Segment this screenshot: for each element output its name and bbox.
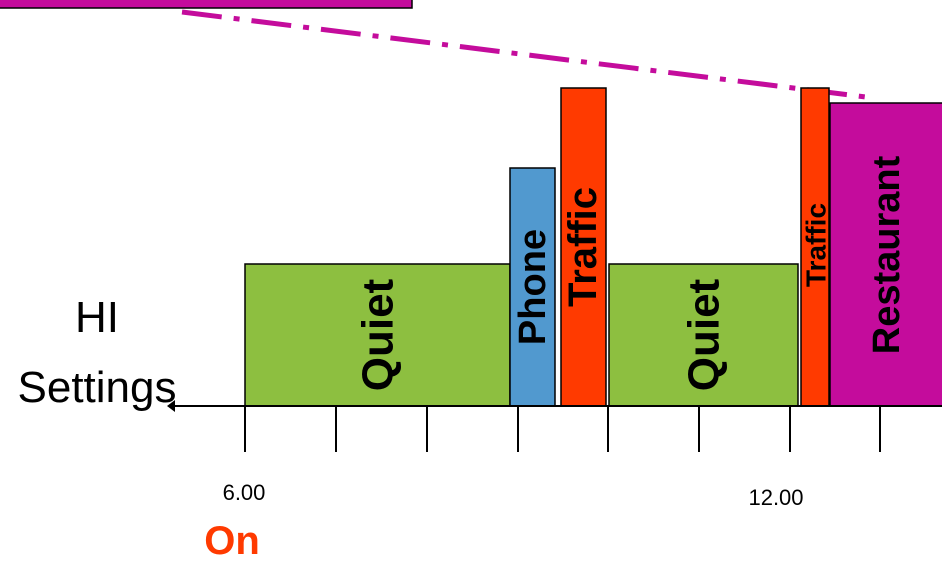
block-restaurant bbox=[829, 102, 942, 407]
dash-dot-trend-line bbox=[181, 9, 867, 100]
axis-ticks bbox=[244, 406, 881, 452]
block-label-restaurant: Restaurant bbox=[866, 155, 908, 354]
block-label-phone: Phone bbox=[512, 229, 554, 345]
settings-label: Settings bbox=[18, 363, 177, 412]
time-label-12: 12.00 bbox=[748, 485, 803, 510]
block-quiet-1 bbox=[244, 263, 511, 407]
block-label-quiet-1: Quiet bbox=[354, 278, 403, 391]
axis-arrowhead bbox=[167, 400, 175, 412]
block-label-quiet-2: Quiet bbox=[680, 278, 729, 391]
hi-label: HI bbox=[75, 293, 119, 342]
block-quiet-2 bbox=[608, 263, 799, 407]
time-label-6: 6.00 bbox=[223, 480, 266, 505]
block-group bbox=[244, 87, 942, 407]
top-left-magenta-box bbox=[0, 0, 413, 9]
on-label: On bbox=[204, 519, 260, 562]
block-label-traffic-2: Traffic bbox=[801, 203, 832, 287]
block-phone bbox=[509, 167, 556, 407]
block-traffic-1 bbox=[560, 87, 607, 407]
block-label-traffic-1: Traffic bbox=[561, 187, 605, 307]
